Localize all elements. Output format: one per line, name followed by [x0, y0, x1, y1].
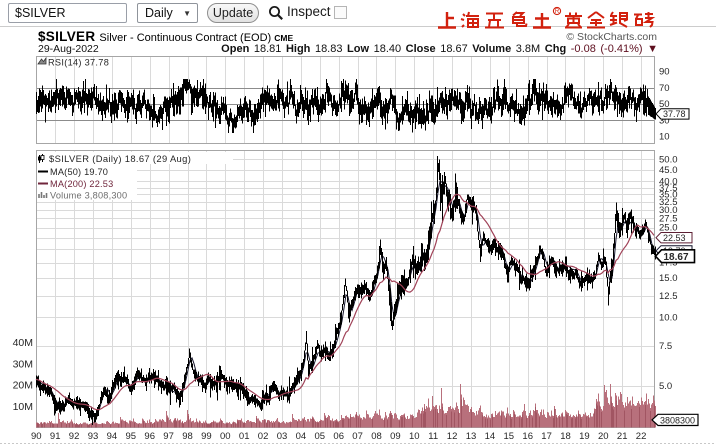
svg-text:90: 90 — [31, 431, 42, 442]
svg-text:19: 19 — [579, 431, 590, 442]
svg-text:09: 09 — [390, 431, 401, 442]
svg-text:32.5: 32.5 — [659, 197, 678, 208]
svg-text:00: 00 — [220, 431, 231, 442]
svg-text:07: 07 — [352, 431, 363, 442]
svg-text:37.5: 37.5 — [659, 183, 678, 194]
svg-text:18.67: 18.67 — [664, 252, 689, 263]
svg-text:30: 30 — [659, 115, 670, 126]
svg-text:06: 06 — [333, 431, 344, 442]
svg-text:25.0: 25.0 — [659, 223, 678, 234]
svg-text:15: 15 — [504, 431, 515, 442]
svg-text:35.0: 35.0 — [659, 190, 678, 201]
svg-text:12: 12 — [447, 431, 458, 442]
svg-text:Volume 3,808,300: Volume 3,808,300 — [50, 191, 127, 201]
svg-text:10M: 10M — [13, 401, 33, 413]
svg-text:17: 17 — [541, 431, 552, 442]
svg-text:02: 02 — [258, 431, 269, 442]
svg-text:20M: 20M — [13, 380, 33, 392]
svg-text:40.0: 40.0 — [659, 177, 678, 188]
svg-text:7.5: 7.5 — [659, 341, 672, 352]
svg-text:98: 98 — [182, 431, 193, 442]
svg-text:13: 13 — [466, 431, 477, 442]
svg-text:15.0: 15.0 — [659, 273, 678, 284]
svg-text:95: 95 — [126, 431, 137, 442]
svg-text:27.5: 27.5 — [659, 213, 678, 224]
svg-text:92: 92 — [69, 431, 80, 442]
svg-text:12.5: 12.5 — [659, 291, 678, 302]
svg-text:20: 20 — [598, 431, 609, 442]
svg-text:14: 14 — [485, 431, 496, 442]
svg-text:05: 05 — [315, 431, 326, 442]
svg-text:10.0: 10.0 — [659, 313, 678, 324]
svg-text:30M: 30M — [13, 358, 33, 370]
svg-text:45.0: 45.0 — [659, 165, 678, 176]
svg-text:96: 96 — [144, 431, 155, 442]
svg-text:50.0: 50.0 — [659, 155, 678, 166]
svg-text:99: 99 — [201, 431, 212, 442]
svg-text:04: 04 — [296, 431, 307, 442]
svg-text:3808300: 3808300 — [660, 415, 695, 425]
svg-text:10: 10 — [409, 431, 420, 442]
svg-text:30.0: 30.0 — [659, 205, 678, 216]
svg-text:11: 11 — [428, 431, 438, 442]
svg-text:97: 97 — [163, 431, 174, 442]
svg-text:37.78: 37.78 — [663, 109, 686, 119]
svg-text:03: 03 — [277, 431, 288, 442]
svg-text:08: 08 — [371, 431, 382, 442]
svg-text:50: 50 — [659, 99, 670, 110]
svg-text:18: 18 — [560, 431, 571, 442]
svg-text:MA(50) 19.70: MA(50) 19.70 — [50, 167, 108, 177]
svg-text:21: 21 — [617, 431, 628, 442]
svg-text:70: 70 — [659, 83, 670, 94]
svg-text:40M: 40M — [13, 337, 33, 349]
svg-text:10: 10 — [659, 132, 670, 143]
svg-text:91: 91 — [50, 431, 61, 442]
svg-text:16: 16 — [522, 431, 533, 442]
svg-text:R: R — [555, 9, 560, 15]
svg-text:94: 94 — [107, 431, 118, 442]
svg-text:93: 93 — [88, 431, 99, 442]
svg-text:MA(200) 22.53: MA(200) 22.53 — [50, 179, 113, 189]
svg-text:5.0: 5.0 — [659, 381, 672, 392]
svg-text:90: 90 — [659, 67, 670, 78]
svg-text:$SILVER (Daily) 18.67 (29 Aug): $SILVER (Daily) 18.67 (29 Aug) — [49, 153, 191, 164]
svg-text:01: 01 — [239, 431, 250, 442]
svg-text:RSI(14) 37.78: RSI(14) 37.78 — [48, 58, 109, 68]
svg-text:22.53: 22.53 — [663, 233, 686, 243]
svg-text:22: 22 — [636, 431, 647, 442]
